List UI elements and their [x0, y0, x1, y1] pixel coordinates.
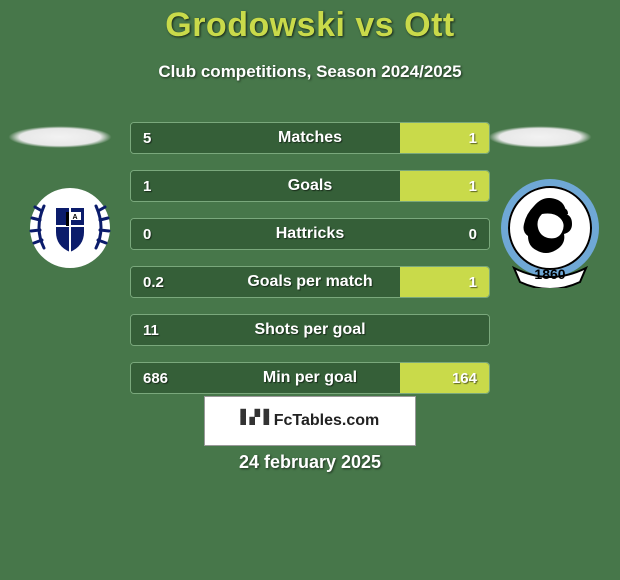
- stat-row: Min per goal686 164: [130, 362, 490, 394]
- stat-value-left: 0: [143, 219, 151, 249]
- stat-value-right: 1: [469, 267, 477, 297]
- chart-icon: ▘▝▝▘▘▝: [241, 413, 268, 429]
- crest-left: A: [20, 178, 120, 278]
- stat-label: Matches: [131, 123, 489, 153]
- stat-value-left: 0.2: [143, 267, 164, 297]
- stat-row: Goals per match0.2 1: [130, 266, 490, 298]
- page-title: Grodowski vs Ott: [0, 6, 620, 45]
- stat-row: Shots per goal11: [130, 314, 490, 346]
- stat-value-right: 1: [469, 171, 477, 201]
- source-label: FcTables.com: [274, 412, 380, 430]
- crest-shadow-left: [8, 126, 112, 148]
- footer-date: 24 february 2025: [0, 452, 620, 473]
- stat-row: Goals1 1: [130, 170, 490, 202]
- comparison-card: Grodowski vs Ott Club competitions, Seas…: [0, 0, 620, 580]
- stat-value-right: 1: [469, 123, 477, 153]
- stat-label: Hattricks: [131, 219, 489, 249]
- stat-row: Hattricks0 0: [130, 218, 490, 250]
- crest-shadow-right: [488, 126, 592, 148]
- stat-value-right: 164: [452, 363, 477, 393]
- crest-right: 1860: [500, 178, 600, 278]
- crest-right-year: 1860: [534, 266, 565, 282]
- source-badge[interactable]: ▘▝▝▘▘▝ FcTables.com: [204, 396, 416, 446]
- svg-text:A: A: [72, 214, 77, 221]
- stat-row: Matches5 1: [130, 122, 490, 154]
- stat-label: Shots per goal: [131, 315, 489, 345]
- stat-bars: Matches51Goals11Hattricks00Goals per mat…: [130, 122, 490, 410]
- stat-value-right: 0: [469, 219, 477, 249]
- 1860-icon: 1860: [500, 178, 600, 288]
- stat-value-left: 1: [143, 171, 151, 201]
- page-subtitle: Club competitions, Season 2024/2025: [0, 62, 620, 82]
- stat-label: Min per goal: [131, 363, 489, 393]
- stat-label: Goals per match: [131, 267, 489, 297]
- stat-value-left: 11: [143, 315, 159, 345]
- stat-label: Goals: [131, 171, 489, 201]
- stat-value-left: 5: [143, 123, 151, 153]
- bielefeld-icon: A: [20, 178, 120, 278]
- stat-value-left: 686: [143, 363, 168, 393]
